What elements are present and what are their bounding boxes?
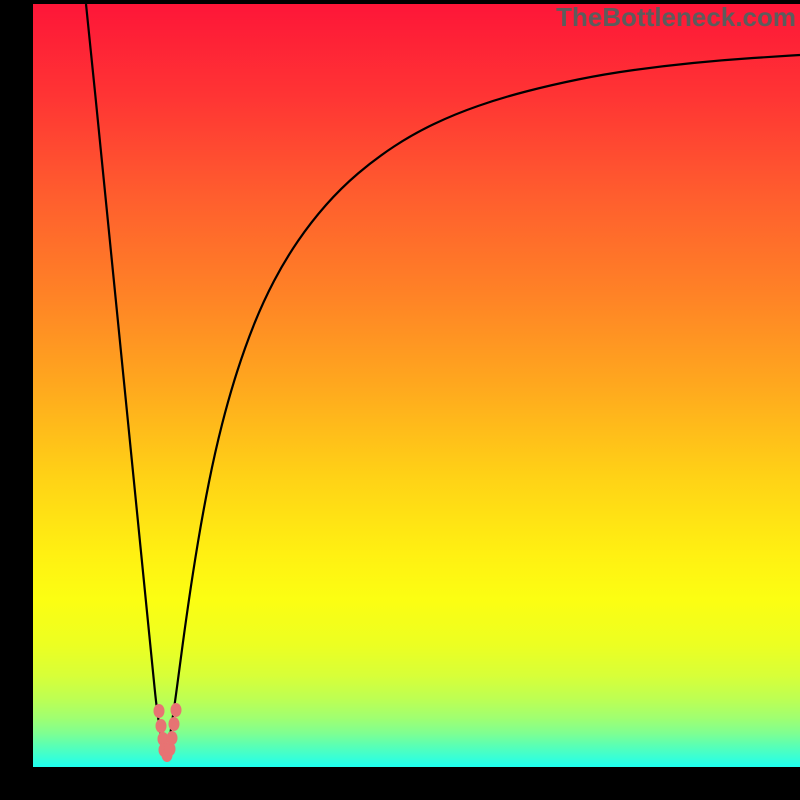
plot-area <box>33 4 800 767</box>
valley-markers <box>154 703 182 762</box>
watermark-text: TheBottleneck.com <box>556 2 796 33</box>
bottleneck-chart: TheBottleneck.com <box>0 0 800 800</box>
bottleneck-curve <box>33 4 800 767</box>
